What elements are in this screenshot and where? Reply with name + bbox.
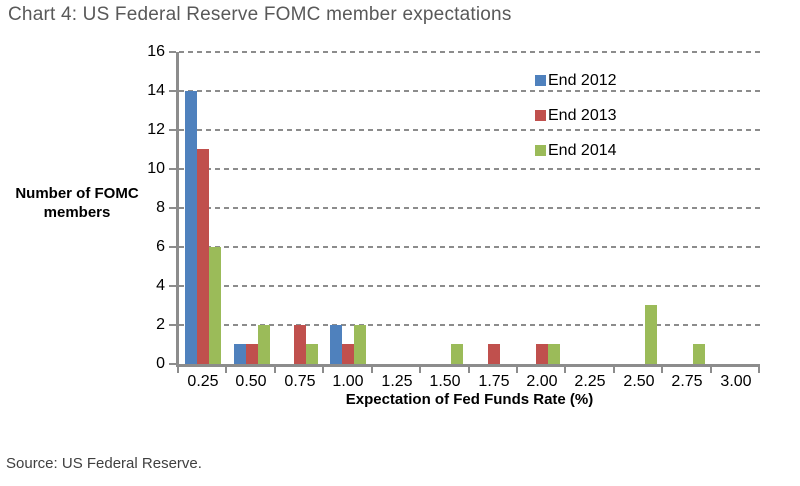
- bar-end-2013-0.25: [197, 149, 209, 364]
- y-tick-label-14: 14: [147, 82, 165, 99]
- y-tick-8: [169, 207, 176, 209]
- legend-item-end-2014: End 2014: [535, 140, 617, 161]
- bar-end-2013-1.75: [488, 344, 500, 364]
- x-tick-label-1.00: 1.00: [332, 373, 364, 390]
- bar-end-2013-0.50: [246, 344, 258, 364]
- source-note: Source: US Federal Reserve.: [6, 455, 202, 472]
- y-tick-10: [169, 168, 176, 170]
- legend-label: End 2014: [548, 141, 617, 159]
- x-tick-5: [419, 367, 421, 373]
- x-tick-3: [322, 367, 324, 373]
- x-tick-label-1.75: 1.75: [478, 373, 510, 390]
- legend-swatch-icon: [535, 75, 546, 86]
- bar-end-2014-2.50: [645, 305, 657, 364]
- x-tick-8: [564, 367, 566, 373]
- legend-item-end-2013: End 2013: [535, 105, 617, 126]
- x-tick-label-1.50: 1.50: [429, 373, 461, 390]
- x-tick-label-2.00: 2.00: [526, 373, 558, 390]
- gridline-y-8: [179, 207, 760, 209]
- legend-label: End 2013: [548, 106, 617, 124]
- legend-item-end-2012: End 2012: [535, 70, 617, 91]
- y-axis-line: [176, 52, 179, 367]
- y-tick-label-16: 16: [147, 43, 165, 60]
- y-tick-6: [169, 246, 176, 248]
- y-tick-12: [169, 129, 176, 131]
- y-tick-label-10: 10: [147, 160, 165, 177]
- bar-end-2014-2.75: [693, 344, 705, 364]
- x-tick-label-0.50: 0.50: [235, 373, 267, 390]
- bar-end-2012-1.00: [330, 325, 342, 364]
- x-tick-label-2.25: 2.25: [574, 373, 606, 390]
- x-tick-label-3.00: 3.00: [720, 373, 752, 390]
- gridline-y-2: [179, 324, 760, 326]
- chart-title: Chart 4: US Federal Reserve FOMC member …: [8, 4, 512, 25]
- y-tick-label-4: 4: [156, 277, 165, 294]
- bar-end-2014-1.00: [354, 325, 366, 364]
- y-tick-label-0: 0: [156, 355, 165, 372]
- y-tick-4: [169, 285, 176, 287]
- legend-swatch-icon: [535, 145, 546, 156]
- x-tick-7: [516, 367, 518, 373]
- x-tick-label-2.75: 2.75: [671, 373, 703, 390]
- legend-swatch-icon: [535, 110, 546, 121]
- bar-end-2014-0.75: [306, 344, 318, 364]
- y-tick-label-8: 8: [156, 199, 165, 216]
- y-tick-16: [169, 51, 176, 53]
- x-tick-12: [758, 367, 760, 373]
- gridline-y-10: [179, 168, 760, 170]
- bar-end-2013-0.75: [294, 325, 306, 364]
- bar-end-2014-2.00: [548, 344, 560, 364]
- y-axis-title: Number of FOMC members: [15, 185, 139, 221]
- gridline-y-12: [179, 129, 760, 131]
- y-tick-14: [169, 90, 176, 92]
- bar-end-2013-2.00: [536, 344, 548, 364]
- y-tick-0: [169, 363, 176, 365]
- x-tick-11: [710, 367, 712, 373]
- bar-end-2012-0.50: [234, 344, 246, 364]
- x-tick-9: [613, 367, 615, 373]
- x-axis-title: Expectation of Fed Funds Rate (%): [345, 391, 594, 408]
- y-tick-label-12: 12: [147, 121, 165, 138]
- bar-end-2014-1.50: [451, 344, 463, 364]
- gridline-y-4: [179, 285, 760, 287]
- y-tick-label-6: 6: [156, 238, 165, 255]
- x-tick-0: [177, 367, 179, 373]
- gridline-y-14: [179, 90, 760, 92]
- bar-end-2014-0.50: [258, 325, 270, 364]
- bar-end-2012-0.25: [185, 91, 197, 364]
- x-tick-label-1.25: 1.25: [381, 373, 413, 390]
- y-tick-2: [169, 324, 176, 326]
- x-axis-line: [176, 364, 760, 367]
- x-tick-10: [661, 367, 663, 373]
- x-tick-label-0.25: 0.25: [187, 373, 219, 390]
- bar-end-2013-1.00: [342, 344, 354, 364]
- x-tick-6: [468, 367, 470, 373]
- bar-end-2014-0.25: [209, 247, 221, 364]
- x-tick-2: [274, 367, 276, 373]
- x-tick-4: [371, 367, 373, 373]
- legend-label: End 2012: [548, 71, 617, 89]
- gridline-y-16: [179, 51, 760, 53]
- x-tick-label-0.75: 0.75: [284, 373, 316, 390]
- y-tick-label-2: 2: [156, 316, 165, 333]
- gridline-y-6: [179, 246, 760, 248]
- x-tick-1: [225, 367, 227, 373]
- legend: End 2012 End 2013 End 2014: [535, 70, 617, 175]
- x-tick-label-2.50: 2.50: [623, 373, 655, 390]
